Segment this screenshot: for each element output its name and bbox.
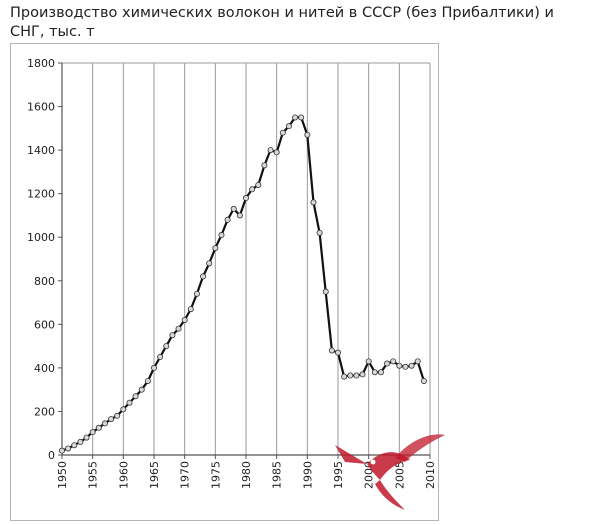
data-point (292, 114, 299, 121)
axes (58, 62, 431, 459)
data-point (169, 332, 176, 339)
data-point (101, 420, 108, 427)
data-point (83, 434, 90, 441)
data-point (279, 129, 286, 136)
x-tick-label: 1975 (209, 461, 222, 489)
series-line (59, 114, 427, 454)
data-point (175, 325, 182, 332)
data-point (365, 358, 372, 365)
data-point (114, 412, 121, 419)
y-tick-label: 600 (34, 318, 55, 331)
hummingbird-logo (335, 434, 445, 510)
data-point (212, 245, 219, 252)
x-tick-label: 1960 (117, 461, 130, 489)
data-point (138, 386, 145, 393)
series-line-path (61, 116, 425, 452)
data-point (71, 442, 78, 449)
x-tick-label: 1950 (56, 461, 69, 489)
data-point (77, 438, 84, 445)
x-tick-label: 1995 (332, 461, 345, 489)
data-point (255, 181, 262, 188)
y-tick-label: 800 (34, 275, 55, 288)
data-point (304, 131, 311, 138)
data-point (230, 205, 237, 212)
data-point (371, 369, 378, 376)
data-point (261, 162, 268, 169)
data-point (316, 229, 323, 236)
data-point (59, 447, 66, 454)
data-point (218, 232, 225, 239)
data-point (359, 371, 366, 378)
grid (61, 63, 431, 455)
data-point (402, 363, 409, 370)
y-tick-label: 200 (34, 405, 55, 418)
data-point (310, 199, 317, 206)
y-tick-label: 1200 (27, 188, 55, 201)
x-tick-label: 1980 (240, 461, 253, 489)
data-point (420, 377, 427, 384)
data-point (347, 372, 354, 379)
data-point (120, 406, 127, 413)
y-tick-label: 400 (34, 362, 55, 375)
x-tick-label: 2010 (424, 461, 437, 489)
data-point (200, 273, 207, 280)
chart-title: Производство химических волокон и нитей … (10, 5, 554, 40)
data-point (224, 216, 231, 223)
data-point (236, 212, 243, 219)
data-point (126, 399, 133, 406)
data-point (65, 445, 72, 452)
data-point (144, 377, 151, 384)
chart-frame (10, 43, 439, 521)
data-point (341, 373, 348, 380)
x-tick-label: 1965 (148, 461, 161, 489)
data-point (187, 306, 194, 313)
data-point (249, 186, 256, 193)
data-point (150, 364, 157, 371)
data-point (163, 343, 170, 350)
data-point (322, 288, 329, 295)
data-point (108, 416, 115, 423)
y-axis-ticks: 0 200 400 600 800 1000 1200 1400 1600 1800 (27, 57, 55, 462)
y-tick-label: 0 (48, 449, 55, 462)
data-point (384, 360, 391, 367)
data-point (157, 353, 164, 360)
data-point (181, 316, 188, 323)
x-tick-label: 1985 (271, 461, 284, 489)
data-point (414, 358, 421, 365)
data-point (132, 393, 139, 400)
x-tick-label: 1955 (87, 461, 100, 489)
data-point (353, 372, 360, 379)
data-point (193, 290, 200, 297)
data-point (89, 429, 96, 436)
data-point (408, 362, 415, 369)
data-point (285, 123, 292, 130)
data-point (95, 424, 102, 431)
data-point (267, 147, 274, 154)
data-point (328, 347, 335, 354)
y-tick-label: 1800 (27, 57, 55, 70)
data-point (206, 260, 213, 267)
data-point (242, 195, 249, 202)
y-tick-label: 1400 (27, 144, 55, 157)
data-point (334, 349, 341, 356)
data-point (390, 358, 397, 365)
x-tick-label: 2005 (393, 461, 406, 489)
data-point (396, 362, 403, 369)
x-tick-label: 1990 (301, 461, 314, 489)
data-point (298, 114, 305, 121)
y-tick-label: 1000 (27, 231, 55, 244)
x-tick-label: 1970 (179, 461, 192, 489)
data-point (273, 149, 280, 156)
data-point (377, 369, 384, 376)
y-tick-label: 1600 (27, 101, 55, 114)
